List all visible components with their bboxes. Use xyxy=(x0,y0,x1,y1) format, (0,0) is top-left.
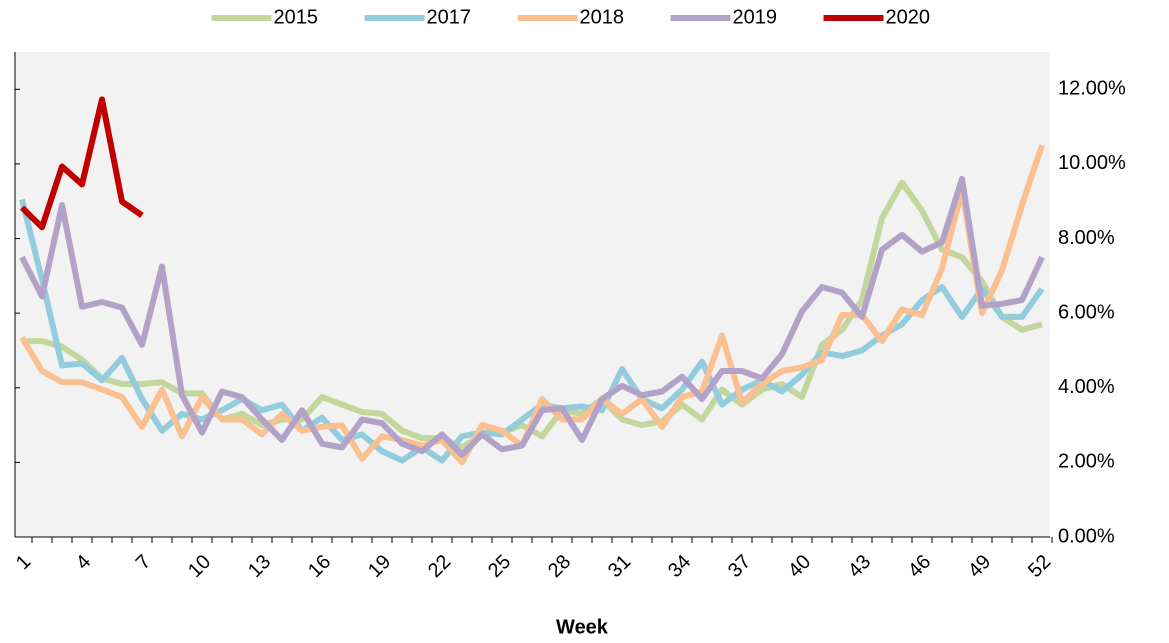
x-tick-label: 43 xyxy=(844,551,875,582)
series-line xyxy=(19,96,144,231)
x-tick-label: 13 xyxy=(244,551,275,582)
x-tick-label: 19 xyxy=(364,551,395,582)
x-tick-label: 16 xyxy=(304,551,335,582)
x-tick-label: 7 xyxy=(132,551,155,574)
series-line xyxy=(19,175,1045,458)
x-tick-label: 46 xyxy=(904,551,935,582)
x-axis-title: Week xyxy=(556,616,609,638)
x-tick-label: 52 xyxy=(1024,551,1055,582)
x-tick-label: 34 xyxy=(664,551,695,582)
legend-label: 2017 xyxy=(427,6,472,28)
y-tick-label: 8.00% xyxy=(1058,227,1115,249)
y-tick-label: 2.00% xyxy=(1058,451,1115,473)
y-tick-label: 4.00% xyxy=(1058,376,1115,398)
legend-label: 2020 xyxy=(886,6,931,28)
x-tick-label: 37 xyxy=(724,551,755,582)
y-tick-label: 6.00% xyxy=(1058,301,1115,323)
x-tick-label: 25 xyxy=(484,551,515,582)
x-tick-label: 40 xyxy=(784,551,815,582)
x-tick-label: 10 xyxy=(184,551,215,582)
x-tick-label: 31 xyxy=(604,551,635,582)
legend-label: 2015 xyxy=(274,6,319,28)
plot-area xyxy=(15,52,1050,537)
x-tick-label: 22 xyxy=(424,551,455,582)
y-tick-label: 12.00% xyxy=(1058,78,1126,100)
y-tick-label: 10.00% xyxy=(1058,152,1126,174)
x-tick-label: 49 xyxy=(964,551,995,582)
y-tick-label: 0.00% xyxy=(1058,525,1115,547)
x-tick-label: 4 xyxy=(72,551,95,574)
legend-label: 2018 xyxy=(580,6,625,28)
x-tick-label: 28 xyxy=(544,551,575,582)
legend-label: 2019 xyxy=(733,6,778,28)
x-tick-label: 1 xyxy=(12,551,35,574)
